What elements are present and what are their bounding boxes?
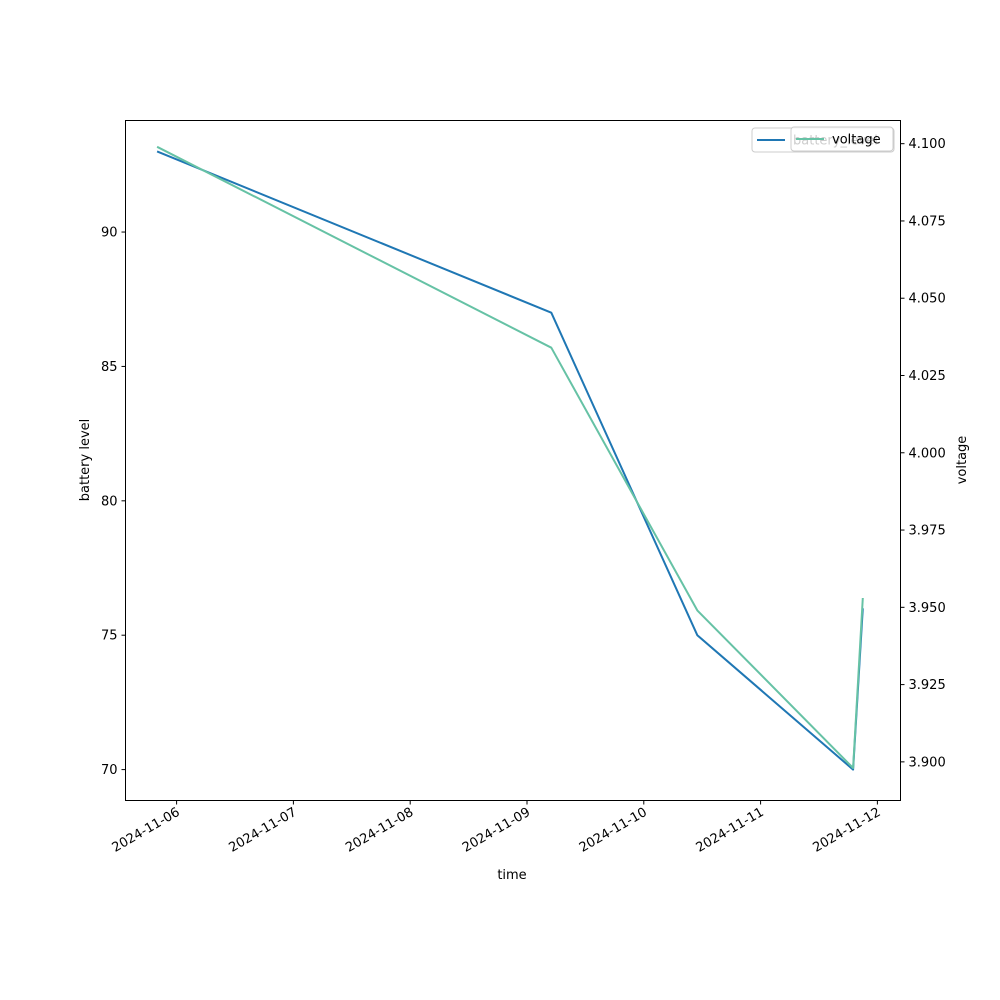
left-y-tick-label: 80	[101, 494, 118, 509]
x-tick-label: 2024-11-06	[110, 805, 183, 856]
right-y-tick-label: 3.950	[909, 601, 946, 616]
right-y-tick-label: 3.925	[909, 678, 946, 693]
x-tick-label: 2024-11-10	[577, 805, 650, 856]
series-line-voltage	[156, 145, 864, 769]
left-y-tick-label: 90	[101, 226, 118, 241]
right-y-tick-label: 4.000	[909, 446, 946, 461]
legend-box	[790, 126, 894, 152]
series-line-battery-level	[156, 150, 864, 771]
right-y-tick-label: 3.900	[909, 755, 946, 770]
left-y-tick-label: 70	[101, 763, 118, 778]
legend-label: voltage	[832, 133, 881, 148]
x-axis: 2024-11-06 2024-11-07 2024-11-08 2024-11-09…	[110, 800, 883, 856]
right-y-tick-label: 3.975	[909, 524, 946, 539]
right-y-tick-label: 4.025	[909, 369, 946, 384]
x-axis-label: time	[497, 868, 526, 883]
left-y-tick-label: 85	[101, 360, 118, 375]
x-tick-label: 2024-11-11	[694, 805, 767, 856]
right-y-axis: 3.900 3.925 3.950 3.975 4.000 4.025 4.050 4.075…	[900, 137, 946, 770]
left-y-axis-label: battery level	[78, 419, 93, 502]
x-tick-label: 2024-11-08	[343, 805, 416, 856]
plot-frame	[125, 120, 901, 801]
left-y-tick-label: 75	[101, 629, 118, 644]
right-y-tick-label: 4.075	[909, 214, 946, 229]
x-tick-label: 2024-11-12	[810, 805, 883, 856]
left-y-axis: 70 75 80 85 90	[101, 226, 126, 778]
right-y-tick-label: 4.050	[909, 292, 946, 307]
x-tick-label: 2024-11-07	[226, 805, 299, 856]
right-y-axis-label: voltage	[955, 436, 970, 485]
right-y-tick-label: 4.100	[909, 137, 946, 152]
plot-layer	[156, 145, 864, 771]
x-tick-label: 2024-11-09	[460, 805, 533, 856]
